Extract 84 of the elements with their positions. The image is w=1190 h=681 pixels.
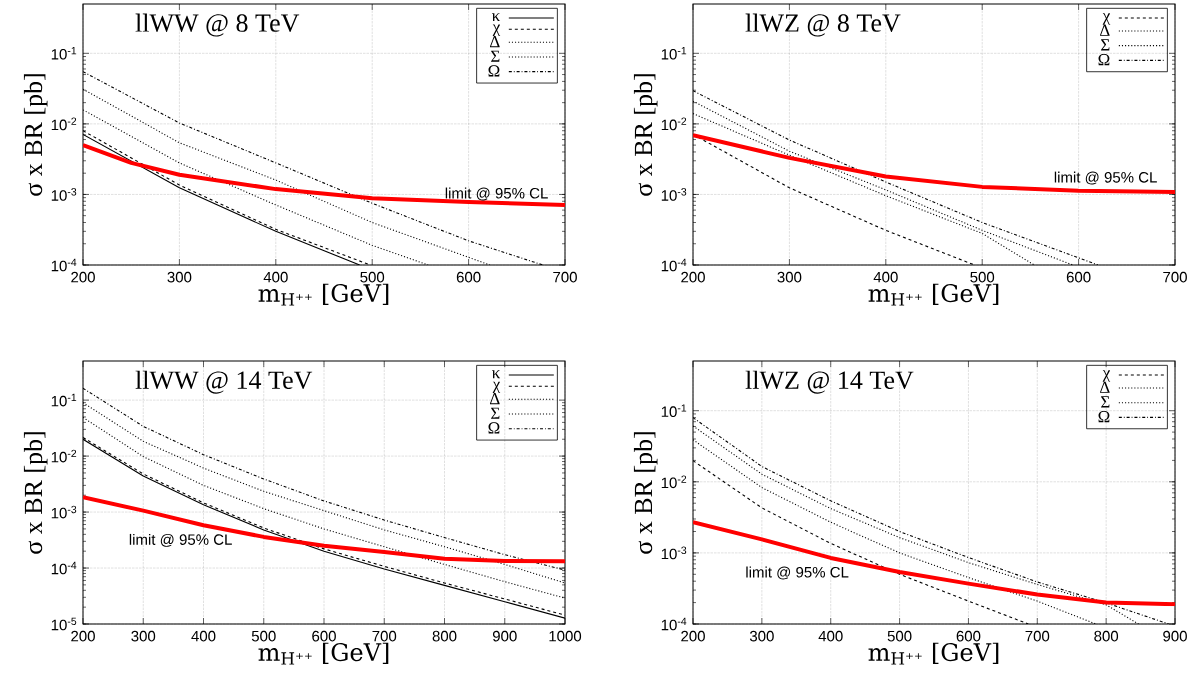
- x-tick-label: 700: [1163, 271, 1187, 283]
- y-axis-title: σ x BR [pb]: [633, 74, 658, 196]
- x-tick-label: 200: [71, 271, 95, 283]
- legend-label: Δ: [489, 35, 500, 48]
- y-tick-label: 10$^{-3}$: [51, 505, 77, 519]
- legend-label: Σ: [491, 50, 500, 62]
- x-axis-title: m$_{H⁺⁺}$ [GeV]: [258, 283, 389, 306]
- y-tick-label: 10$^{-2}$: [661, 117, 687, 131]
- annotation: limit @ 95% CL: [445, 187, 548, 201]
- x-tick-label: 200: [71, 630, 95, 642]
- y-tick-label: 10$^{-1}$: [661, 404, 687, 417]
- x-tick-label: 400: [191, 630, 216, 642]
- legend-label: Δ: [489, 392, 500, 405]
- x-axis-title: m$_{H⁺⁺}$ [GeV]: [868, 283, 999, 306]
- x-tick-label: 600: [1066, 271, 1091, 283]
- legend-label: Ω: [488, 422, 500, 434]
- annotation: limit @ 95% CL: [1054, 171, 1157, 185]
- legend-label: Ω: [1098, 411, 1110, 423]
- legend-label: Σ: [1101, 396, 1110, 408]
- legend-label: κ: [492, 13, 501, 22]
- legend-label: Σ: [491, 407, 500, 419]
- legend-label: χ: [1102, 13, 1111, 25]
- x-tick-label: 900: [1163, 630, 1187, 642]
- x-tick-label: 300: [749, 630, 774, 642]
- x-tick-label: 500: [887, 630, 912, 642]
- y-tick-label: 10$^{-1}$: [51, 393, 77, 407]
- chart-title: llWW @ 14 TeV: [135, 370, 313, 394]
- legend-label: χ: [1102, 370, 1111, 382]
- y-tick-label: 10$^{-3}$: [661, 546, 687, 560]
- legend-label: Δ: [1099, 381, 1110, 393]
- chart-title: llWZ @ 8 TeV: [745, 13, 901, 37]
- line-series: [83, 143, 565, 207]
- x-axis-title: m$_{H⁺⁺}$ [GeV]: [258, 642, 389, 665]
- y-tick-label: 10$^{-1}$: [51, 47, 77, 60]
- y-tick-label: 10$^{-1}$: [661, 47, 687, 60]
- line-series: [83, 495, 565, 564]
- legend-label: Ω: [488, 65, 500, 77]
- y-tick-label: 10$^{-3}$: [51, 188, 77, 201]
- y-axis-title: σ x BR [pb]: [23, 432, 48, 554]
- legend-label: χ: [492, 24, 501, 37]
- x-tick-label: 700: [1025, 630, 1050, 642]
- y-tick-label: 10$^{-2}$: [51, 117, 77, 131]
- chart-title: llWZ @ 14 TeV: [745, 370, 914, 394]
- x-tick-label: 400: [263, 271, 288, 283]
- y-tick-label: 10$^{-2}$: [51, 449, 77, 463]
- legend-label: κ: [492, 370, 501, 379]
- x-tick-label: 800: [1094, 630, 1119, 642]
- x-tick-label: 400: [873, 271, 898, 283]
- y-tick-label: 10$^{-2}$: [661, 475, 687, 489]
- x-tick-label: 600: [956, 630, 981, 642]
- y-tick-label: 10$^{-4}$: [51, 258, 77, 272]
- annotation: limit @ 95% CL: [129, 533, 232, 547]
- x-tick-label: 600: [312, 630, 336, 642]
- y-axis-title: σ x BR [pb]: [23, 74, 48, 196]
- x-tick-label: 300: [777, 271, 802, 283]
- x-tick-label: 700: [553, 271, 577, 283]
- y-axis-title: σ x BR [pb]: [633, 432, 658, 554]
- y-tick-label: 10$^{-4}$: [661, 258, 687, 272]
- x-tick-label: 500: [360, 271, 385, 283]
- y-tick-label: 10$^{-4}$: [661, 617, 687, 631]
- x-axis-title: m$_{H⁺⁺}$ [GeV]: [868, 642, 999, 665]
- annotation: limit @ 95% CL: [746, 566, 849, 580]
- x-tick-label: 700: [372, 630, 397, 642]
- x-tick-label: 200: [681, 271, 705, 283]
- x-tick-label: 800: [432, 630, 457, 642]
- line-series: [693, 520, 1176, 607]
- x-tick-label: 600: [456, 271, 481, 283]
- y-tick-label: 10$^{-3}$: [661, 188, 687, 201]
- legend-label: Ω: [1098, 53, 1110, 66]
- x-tick-label: 400: [818, 630, 843, 642]
- legend-label: Δ: [1099, 24, 1110, 36]
- legend-label: χ: [492, 381, 501, 394]
- x-tick-label: 500: [970, 271, 995, 283]
- chart-title: llWW @ 8 TeV: [135, 13, 300, 37]
- y-tick-label: 10$^{-5}$: [51, 617, 77, 631]
- x-tick-label: 200: [681, 630, 705, 642]
- x-tick-label: 1000: [549, 630, 582, 642]
- x-tick-label: 300: [131, 630, 156, 642]
- x-tick-label: 300: [167, 271, 192, 283]
- y-tick-label: 10$^{-4}$: [51, 561, 77, 575]
- x-tick-label: 500: [251, 630, 276, 642]
- x-tick-label: 900: [492, 630, 517, 642]
- line-series: [693, 133, 1176, 195]
- legend-label: Σ: [1101, 39, 1110, 51]
